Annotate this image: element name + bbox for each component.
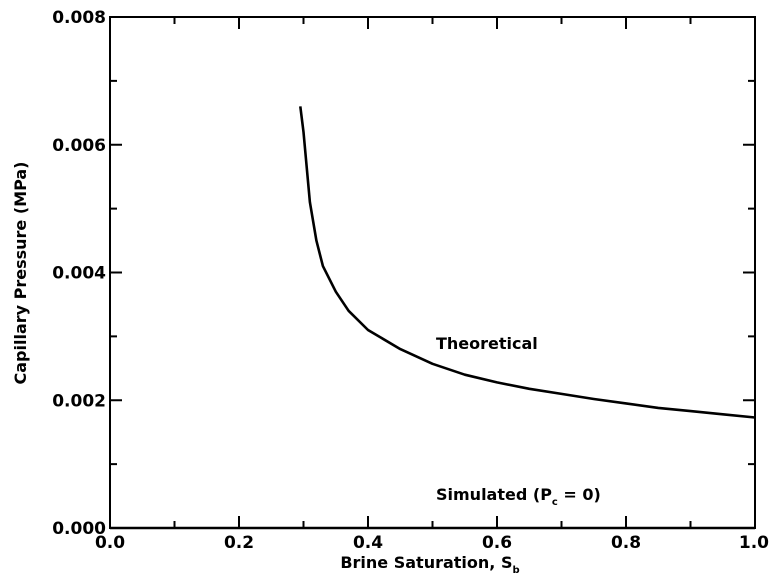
x-axis-title: Brine Saturation, Sb <box>340 553 519 576</box>
x-tick-label: 0.2 <box>224 533 254 553</box>
x-axis-title-subscript: b <box>512 565 519 576</box>
theoretical-curve <box>299 106 756 419</box>
simulated-annotation: Simulated (Pc = 0) <box>436 485 601 508</box>
minor-ticks <box>110 17 755 528</box>
x-tick-label: 0.8 <box>611 533 641 553</box>
x-tick-label: 1.0 <box>739 533 769 553</box>
theoretical-annotation: Theoretical <box>436 334 538 353</box>
y-tick-label: 0.002 <box>52 391 106 411</box>
simulated-annotation-subscript: c <box>552 497 558 508</box>
y-tick-labels: 0.000 0.002 0.004 0.006 0.008 <box>52 8 106 539</box>
x-tick-label: 0.4 <box>353 533 383 553</box>
y-tick-label: 0.008 <box>52 8 106 28</box>
y-tick-label: 0.006 <box>52 136 106 156</box>
plot-frame <box>109 16 756 529</box>
y-tick-label: 0.004 <box>52 264 106 284</box>
series-layer <box>110 106 756 530</box>
x-tick-label: 0.6 <box>482 533 512 553</box>
y-tick-label: 0.000 <box>52 519 106 539</box>
major-ticks <box>109 16 756 529</box>
x-tick-label: 0.0 <box>95 533 125 553</box>
y-axis-title: Capillary Pressure (MPa) <box>11 162 30 385</box>
x-tick-labels: 0.0 0.2 0.4 0.6 0.8 1.0 <box>95 533 769 553</box>
